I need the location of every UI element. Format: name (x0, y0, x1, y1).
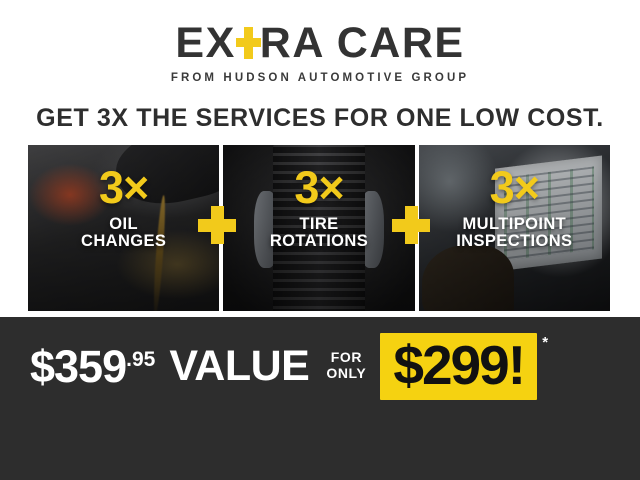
service-label-line2: ROTATIONS (269, 232, 369, 251)
service-label-multipoint: MULTIPOINT INSPECTIONS (456, 214, 573, 251)
headline: GET 3X THE SERVICES FOR ONE LOW COST. (36, 104, 604, 132)
value-amount-dollars: $359 (30, 340, 127, 392)
value-word: VALUE (169, 341, 310, 390)
service-panel-oil-changes: 3× OIL CHANGES (28, 145, 220, 311)
for-only-line2: ONLY (326, 365, 367, 381)
plus-separator-icon-1 (198, 206, 236, 244)
for-only-line1: FOR (330, 349, 363, 366)
brand-logo: EX RA CARE FROM HUDSON AUTOMOTIVE GROUP (0, 22, 640, 85)
plus-separator-icon-2 (392, 206, 430, 244)
service-multiplier: 3× (489, 162, 540, 213)
offer-price-box: $299! * (380, 332, 548, 400)
service-label-line2: CHANGES (81, 232, 167, 251)
panel-content-tire: 3× TIRE ROTATIONS (223, 145, 414, 311)
logo-text-part1: EX (175, 19, 236, 67)
panel-content-oil: 3× OIL CHANGES (28, 145, 219, 311)
brand-tagline: FROM HUDSON AUTOMOTIVE GROUP (170, 72, 470, 84)
price-row: $359.95 VALUE FOR ONLY $299! * (0, 330, 640, 402)
asterisk-marker: * (542, 333, 549, 351)
service-multiplier: 3× (294, 162, 344, 213)
service-label-tire: TIRE ROTATIONS (269, 214, 369, 251)
panel-content-multipoint: 3× MULTIPOINT INSPECTIONS (419, 145, 610, 311)
offer-price: $299! (393, 333, 526, 396)
panel-shade-overlay (223, 145, 415, 311)
service-panel-tire-rotations: 3× TIRE ROTATIONS (223, 145, 415, 311)
logo-wordmark: EX RA CARE (175, 22, 464, 65)
service-panel-multipoint-inspections: 3× MULTIPOINT INSPECTIONS (418, 145, 610, 311)
services-panel-group: 3× OIL CHANGES 3× TIRE ROTATIONS (28, 145, 610, 311)
service-label-line1: OIL (109, 214, 138, 233)
service-label-line1: MULTIPOINT (462, 214, 567, 233)
value-amount: $359.95 (30, 344, 155, 389)
for-only-label: FOR ONLY (326, 350, 366, 381)
price-bar: $359.95 VALUE FOR ONLY $299! * *Excludes… (0, 317, 640, 480)
service-label-line1: TIRE (299, 214, 339, 233)
panel-shade-overlay (28, 145, 220, 311)
plus-icon (235, 27, 261, 61)
service-label-line2: INSPECTIONS (456, 232, 573, 251)
logo-text-part2: RA CARE (259, 19, 465, 67)
value-amount-cents: .95 (126, 347, 156, 371)
panel-shade-overlay (418, 145, 610, 311)
service-label-oil: OIL CHANGES (81, 214, 167, 251)
service-multiplier: 3× (99, 162, 149, 213)
